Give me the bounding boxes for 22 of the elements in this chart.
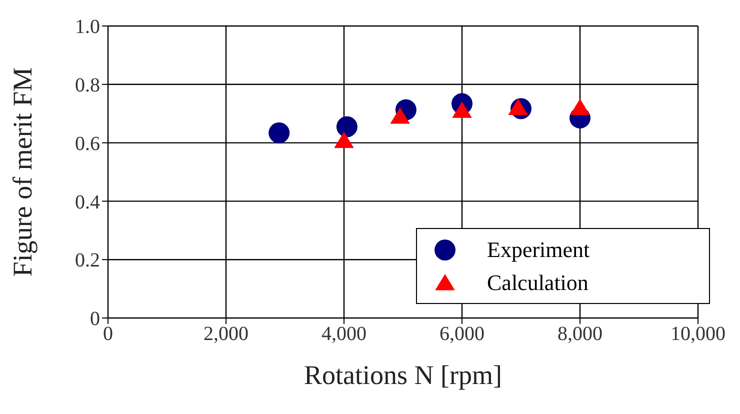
y-axis-title: Figure of merit FM — [8, 67, 38, 277]
x-tick-label: 2,000 — [204, 323, 248, 346]
point — [452, 102, 472, 118]
point — [268, 122, 290, 144]
y-tick-label: 0.8 — [75, 74, 100, 96]
point — [336, 116, 358, 138]
point — [508, 98, 528, 115]
y-tick-label: 0.6 — [75, 132, 100, 155]
point — [570, 98, 590, 115]
x-tick-label: 10,000 — [670, 323, 726, 346]
legend-label: Calculation — [487, 270, 588, 296]
y-tick-label: 0.2 — [75, 250, 100, 272]
x-tick-label: 8,000 — [558, 323, 602, 346]
x-tick-label: 6,000 — [440, 323, 484, 346]
point — [334, 132, 354, 148]
x-tick-label: 4,000 — [322, 323, 366, 346]
y-tick-label: 1.0 — [75, 16, 100, 38]
y-tick-label: 0.4 — [75, 191, 100, 214]
point — [390, 108, 410, 124]
legend-label: Experiment — [487, 236, 590, 262]
y-tick-label: 0 — [90, 308, 100, 330]
x-axis-title: Rotations N [rpm] — [304, 360, 502, 390]
